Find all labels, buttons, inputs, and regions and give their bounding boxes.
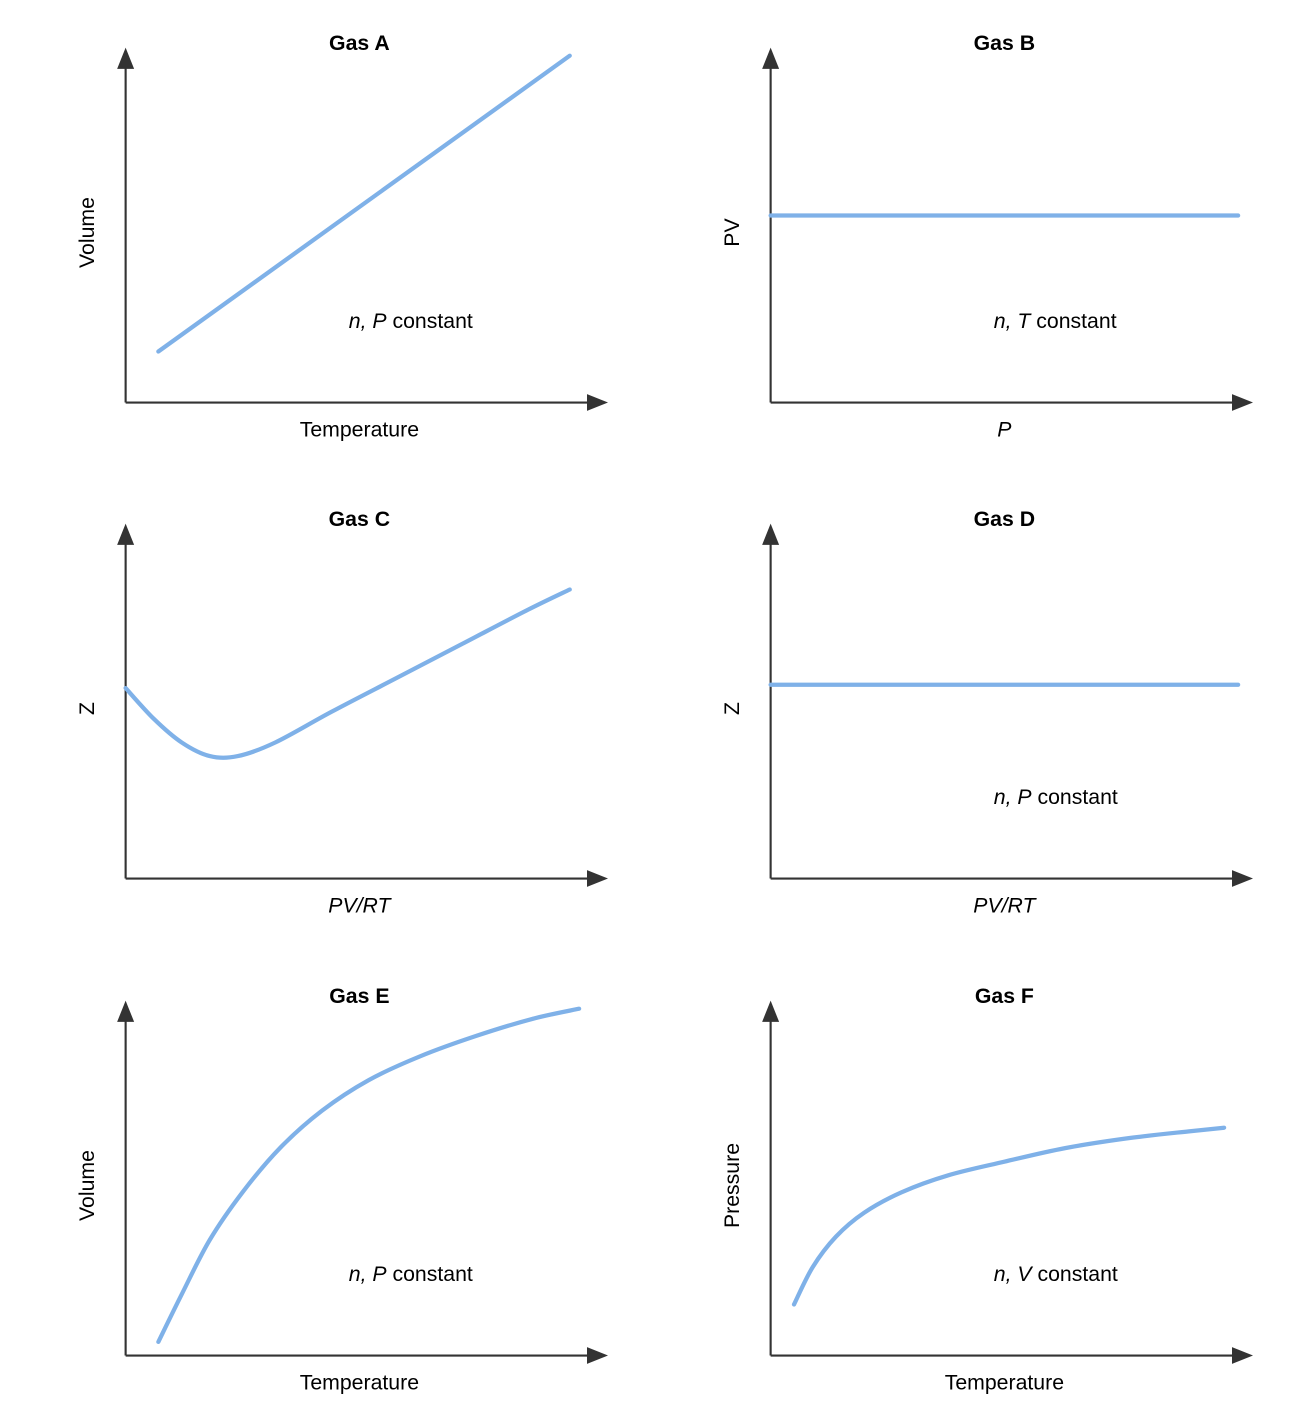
panel-gas-e: Gas E Temperature Volume n, P constant [30,973,625,1419]
y-axis-label: PV [720,218,744,247]
y-axis-label: Z [720,702,744,715]
chart-title: Gas D [974,507,1035,531]
y-axis-label: Z [75,702,99,715]
x-axis-label: Temperature [300,1370,419,1394]
data-curve [158,56,569,352]
condition-note: n, P constant [349,309,473,333]
x-axis-label: Temperature [945,1370,1064,1394]
x-axis-label: Temperature [300,418,419,442]
condition-note: n, T constant [994,309,1117,333]
panel-gas-b: Gas B P PV n, T constant [675,20,1270,466]
condition-note: n, P constant [349,1262,473,1286]
condition-note: n, V constant [994,1262,1118,1286]
y-axis-label: Volume [75,1150,99,1221]
x-axis-label: PV/RT [973,894,1037,918]
chart-title: Gas B [974,31,1035,55]
x-axis-label: P [997,418,1012,442]
chart-title: Gas C [329,507,390,531]
panel-gas-d: Gas D PV/RT Zn, P constant [675,496,1270,942]
panel-gas-a: Gas A Temperature Volume n, P constant [30,20,625,466]
chart-title: Gas F [975,983,1034,1007]
x-axis-label: PV/RT [328,894,392,918]
chart-grid: Gas A Temperature Volume n, P constant Gas B… [0,0,1300,1414]
panel-gas-f: Gas F Temperature Pressure n, V constant [675,973,1270,1419]
y-axis-label: Volume [75,197,99,268]
condition-note: n, P constant [994,785,1118,809]
data-curve [158,1008,579,1341]
data-curve [126,590,570,758]
chart-title: Gas A [329,31,390,55]
y-axis-label: Pressure [720,1142,744,1227]
chart-title: Gas E [329,983,389,1007]
panel-gas-c: Gas C PV/RT Z [30,496,625,942]
